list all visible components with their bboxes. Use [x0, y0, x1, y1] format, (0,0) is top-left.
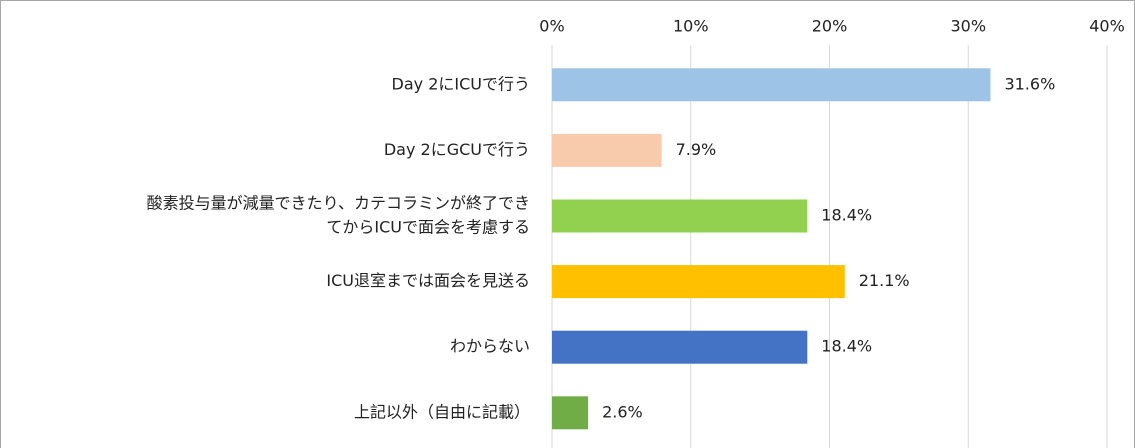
bar: [552, 396, 589, 430]
category-label: ICU退室までは面会を見送る: [326, 271, 530, 290]
x-tick-label: 20%: [812, 17, 848, 36]
x-tick-label: 30%: [950, 17, 986, 36]
category-label: わからない: [450, 337, 530, 356]
category-label: Day 2にICUで行う: [392, 74, 530, 93]
category-label: 上記以外（自由に記載）: [354, 402, 530, 421]
bar: [552, 68, 991, 102]
value-label: 2.6%: [602, 402, 643, 421]
bar: [552, 330, 808, 364]
value-label: 21.1%: [859, 271, 910, 290]
bar: [552, 199, 808, 233]
value-label: 18.4%: [821, 206, 872, 225]
category-label: 酸素投与量が減量できたり、カテコラミンが終了でき: [147, 194, 530, 213]
category-label: てからICUで面会を考慮する: [326, 218, 530, 237]
bar: [552, 133, 662, 167]
x-tick-label: 40%: [1089, 17, 1125, 36]
x-tick-label: 0%: [539, 17, 564, 36]
value-label: 31.6%: [1004, 74, 1055, 93]
x-tick-label: 10%: [673, 17, 709, 36]
category-label: Day 2にGCUで行う: [384, 140, 530, 159]
value-label: 18.4%: [821, 337, 872, 356]
value-label: 7.9%: [676, 140, 717, 159]
bar: [552, 265, 845, 299]
